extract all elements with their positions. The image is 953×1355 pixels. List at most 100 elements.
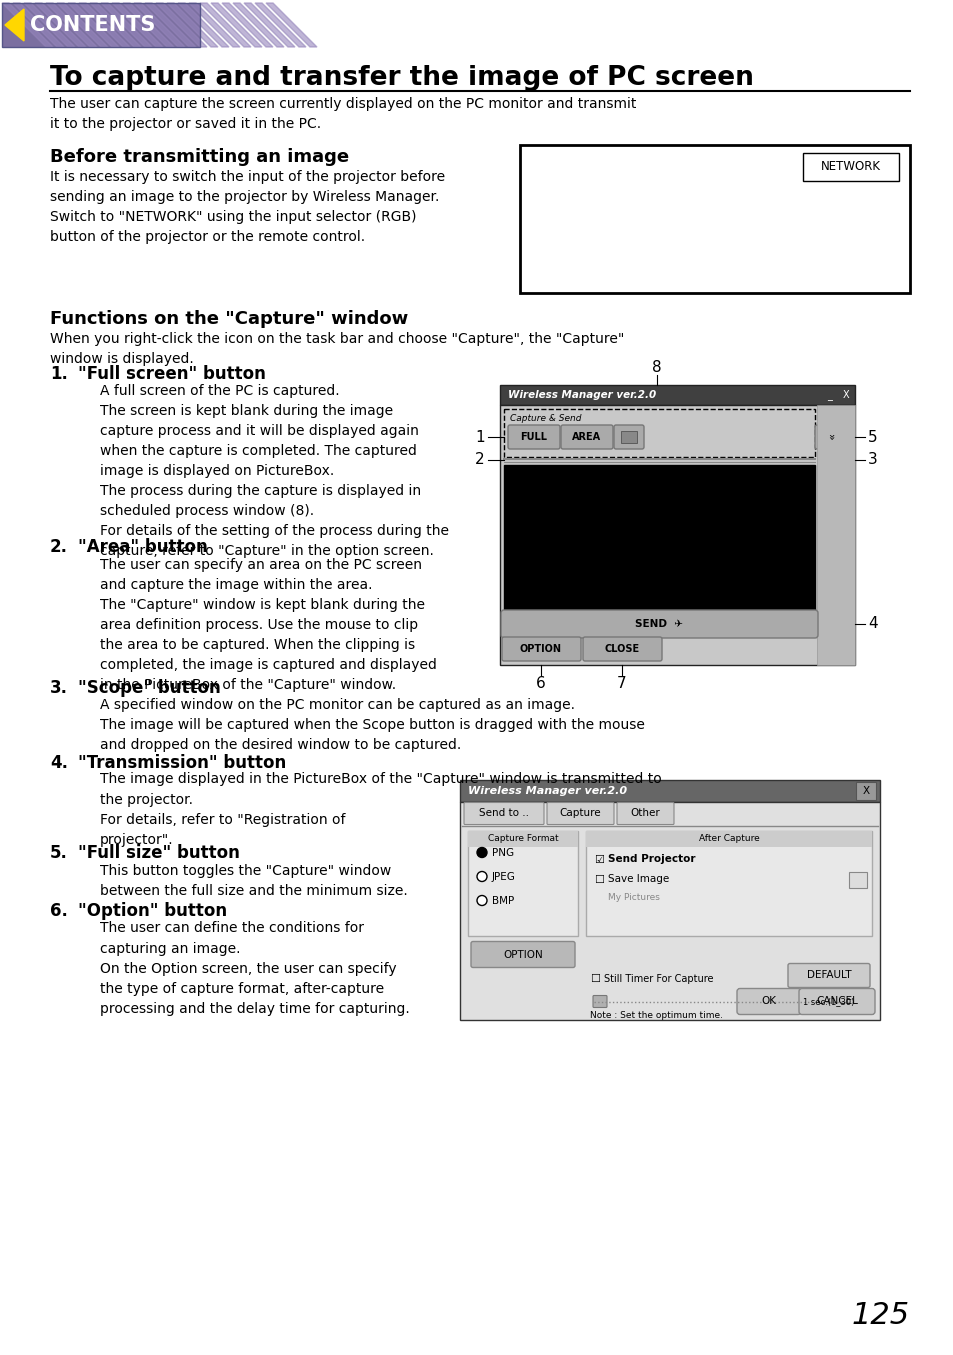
Text: 125: 125 bbox=[851, 1301, 909, 1331]
Text: It is necessary to switch the input of the projector before
sending an image to : It is necessary to switch the input of t… bbox=[50, 169, 445, 244]
Text: 1: 1 bbox=[475, 430, 484, 444]
Text: Wireless Manager ver.2.0: Wireless Manager ver.2.0 bbox=[468, 786, 626, 795]
Text: 3: 3 bbox=[867, 453, 877, 467]
FancyBboxPatch shape bbox=[471, 942, 575, 967]
FancyBboxPatch shape bbox=[500, 610, 817, 638]
Text: The user can specify an area on the PC screen
and capture the image within the a: The user can specify an area on the PC s… bbox=[100, 557, 436, 692]
Text: Other: Other bbox=[630, 809, 659, 818]
Text: 4.: 4. bbox=[50, 753, 68, 771]
Text: Still Timer For Capture: Still Timer For Capture bbox=[603, 973, 713, 984]
Polygon shape bbox=[244, 3, 294, 47]
FancyBboxPatch shape bbox=[507, 425, 559, 449]
Text: Wireless Manager ver.2.0: Wireless Manager ver.2.0 bbox=[507, 390, 656, 400]
Text: A full screen of the PC is captured.
The screen is kept blank during the image
c: A full screen of the PC is captured. The… bbox=[100, 383, 449, 558]
FancyBboxPatch shape bbox=[614, 425, 643, 449]
Polygon shape bbox=[156, 3, 207, 47]
Text: ☑: ☑ bbox=[594, 855, 603, 864]
FancyBboxPatch shape bbox=[593, 996, 606, 1008]
Polygon shape bbox=[2, 3, 53, 47]
FancyBboxPatch shape bbox=[737, 989, 801, 1015]
Text: When you right-click the icon on the task bar and choose "Capture", the "Capture: When you right-click the icon on the tas… bbox=[50, 332, 623, 366]
FancyBboxPatch shape bbox=[501, 637, 580, 661]
Text: A specified window on the PC monitor can be captured as an image.
The image will: A specified window on the PC monitor can… bbox=[100, 698, 644, 752]
Bar bbox=[585, 831, 871, 935]
Circle shape bbox=[476, 847, 486, 858]
FancyBboxPatch shape bbox=[582, 637, 661, 661]
Text: To capture and transfer the image of PC screen: To capture and transfer the image of PC … bbox=[50, 65, 753, 91]
Polygon shape bbox=[200, 3, 251, 47]
Bar bbox=[459, 779, 879, 802]
Polygon shape bbox=[178, 3, 229, 47]
Bar bbox=[585, 831, 871, 847]
Text: OK: OK bbox=[760, 996, 776, 1007]
Text: 6: 6 bbox=[536, 676, 545, 691]
Text: Capture & Send: Capture & Send bbox=[510, 415, 581, 423]
Bar bbox=[459, 802, 879, 1019]
Bar bbox=[816, 405, 854, 665]
Text: JPEG: JPEG bbox=[492, 871, 516, 882]
Text: 2: 2 bbox=[475, 453, 484, 467]
Polygon shape bbox=[68, 3, 119, 47]
Bar bbox=[503, 465, 814, 615]
Text: "Scope" button: "Scope" button bbox=[78, 679, 220, 696]
Text: BMP: BMP bbox=[492, 896, 514, 905]
Bar bbox=[2, 3, 200, 47]
Text: ☐: ☐ bbox=[589, 973, 599, 984]
Text: CANCEL: CANCEL bbox=[815, 996, 857, 1007]
Polygon shape bbox=[90, 3, 141, 47]
Text: OPTION: OPTION bbox=[519, 644, 561, 654]
FancyBboxPatch shape bbox=[848, 871, 866, 888]
FancyBboxPatch shape bbox=[814, 425, 844, 449]
FancyBboxPatch shape bbox=[802, 153, 898, 182]
Text: Before transmitting an image: Before transmitting an image bbox=[50, 148, 349, 167]
Polygon shape bbox=[189, 3, 240, 47]
Bar bbox=[519, 145, 909, 293]
Text: 1 sec.(1_30): 1 sec.(1_30) bbox=[801, 997, 853, 1005]
Polygon shape bbox=[123, 3, 173, 47]
Bar bbox=[855, 782, 875, 799]
Polygon shape bbox=[266, 3, 316, 47]
Bar bbox=[468, 831, 578, 847]
Text: 8: 8 bbox=[652, 359, 661, 374]
Text: X: X bbox=[842, 390, 849, 400]
Text: The user can capture the screen currently displayed on the PC monitor and transm: The user can capture the screen currentl… bbox=[50, 98, 636, 131]
Bar bbox=[499, 405, 854, 665]
Bar bbox=[503, 409, 814, 457]
Polygon shape bbox=[5, 9, 24, 41]
Circle shape bbox=[476, 896, 486, 905]
Text: X: X bbox=[862, 786, 868, 795]
Text: "Area" button: "Area" button bbox=[78, 538, 208, 557]
Bar bbox=[620, 431, 637, 443]
Polygon shape bbox=[46, 3, 97, 47]
FancyBboxPatch shape bbox=[546, 802, 614, 824]
Bar bbox=[468, 831, 578, 935]
Text: 3.: 3. bbox=[50, 679, 68, 696]
Text: NETWORK: NETWORK bbox=[821, 160, 880, 173]
Text: OPTION: OPTION bbox=[502, 950, 542, 959]
Text: 6.: 6. bbox=[50, 902, 68, 920]
Polygon shape bbox=[222, 3, 273, 47]
Polygon shape bbox=[233, 3, 284, 47]
Polygon shape bbox=[145, 3, 195, 47]
Text: FULL: FULL bbox=[520, 432, 547, 442]
Polygon shape bbox=[57, 3, 108, 47]
Polygon shape bbox=[133, 3, 185, 47]
Text: 1.: 1. bbox=[50, 364, 68, 383]
Text: »: » bbox=[824, 434, 834, 440]
Polygon shape bbox=[79, 3, 130, 47]
Bar bbox=[2, 3, 200, 47]
Bar bbox=[499, 385, 854, 405]
Text: Send to ..: Send to .. bbox=[478, 809, 529, 818]
Polygon shape bbox=[211, 3, 262, 47]
Text: "Transmission" button: "Transmission" button bbox=[78, 753, 286, 771]
Text: 5.: 5. bbox=[50, 844, 68, 863]
Text: "Full screen" button: "Full screen" button bbox=[78, 364, 266, 383]
Text: CLOSE: CLOSE bbox=[604, 644, 639, 654]
Text: "Option" button: "Option" button bbox=[78, 902, 227, 920]
Text: CONTENTS: CONTENTS bbox=[30, 15, 155, 35]
Text: PNG: PNG bbox=[492, 847, 514, 858]
Text: The image displayed in the PictureBox of the "Capture" window is transmitted to
: The image displayed in the PictureBox of… bbox=[100, 772, 661, 847]
FancyBboxPatch shape bbox=[560, 425, 613, 449]
Text: 2.: 2. bbox=[50, 538, 68, 557]
FancyBboxPatch shape bbox=[799, 989, 874, 1015]
